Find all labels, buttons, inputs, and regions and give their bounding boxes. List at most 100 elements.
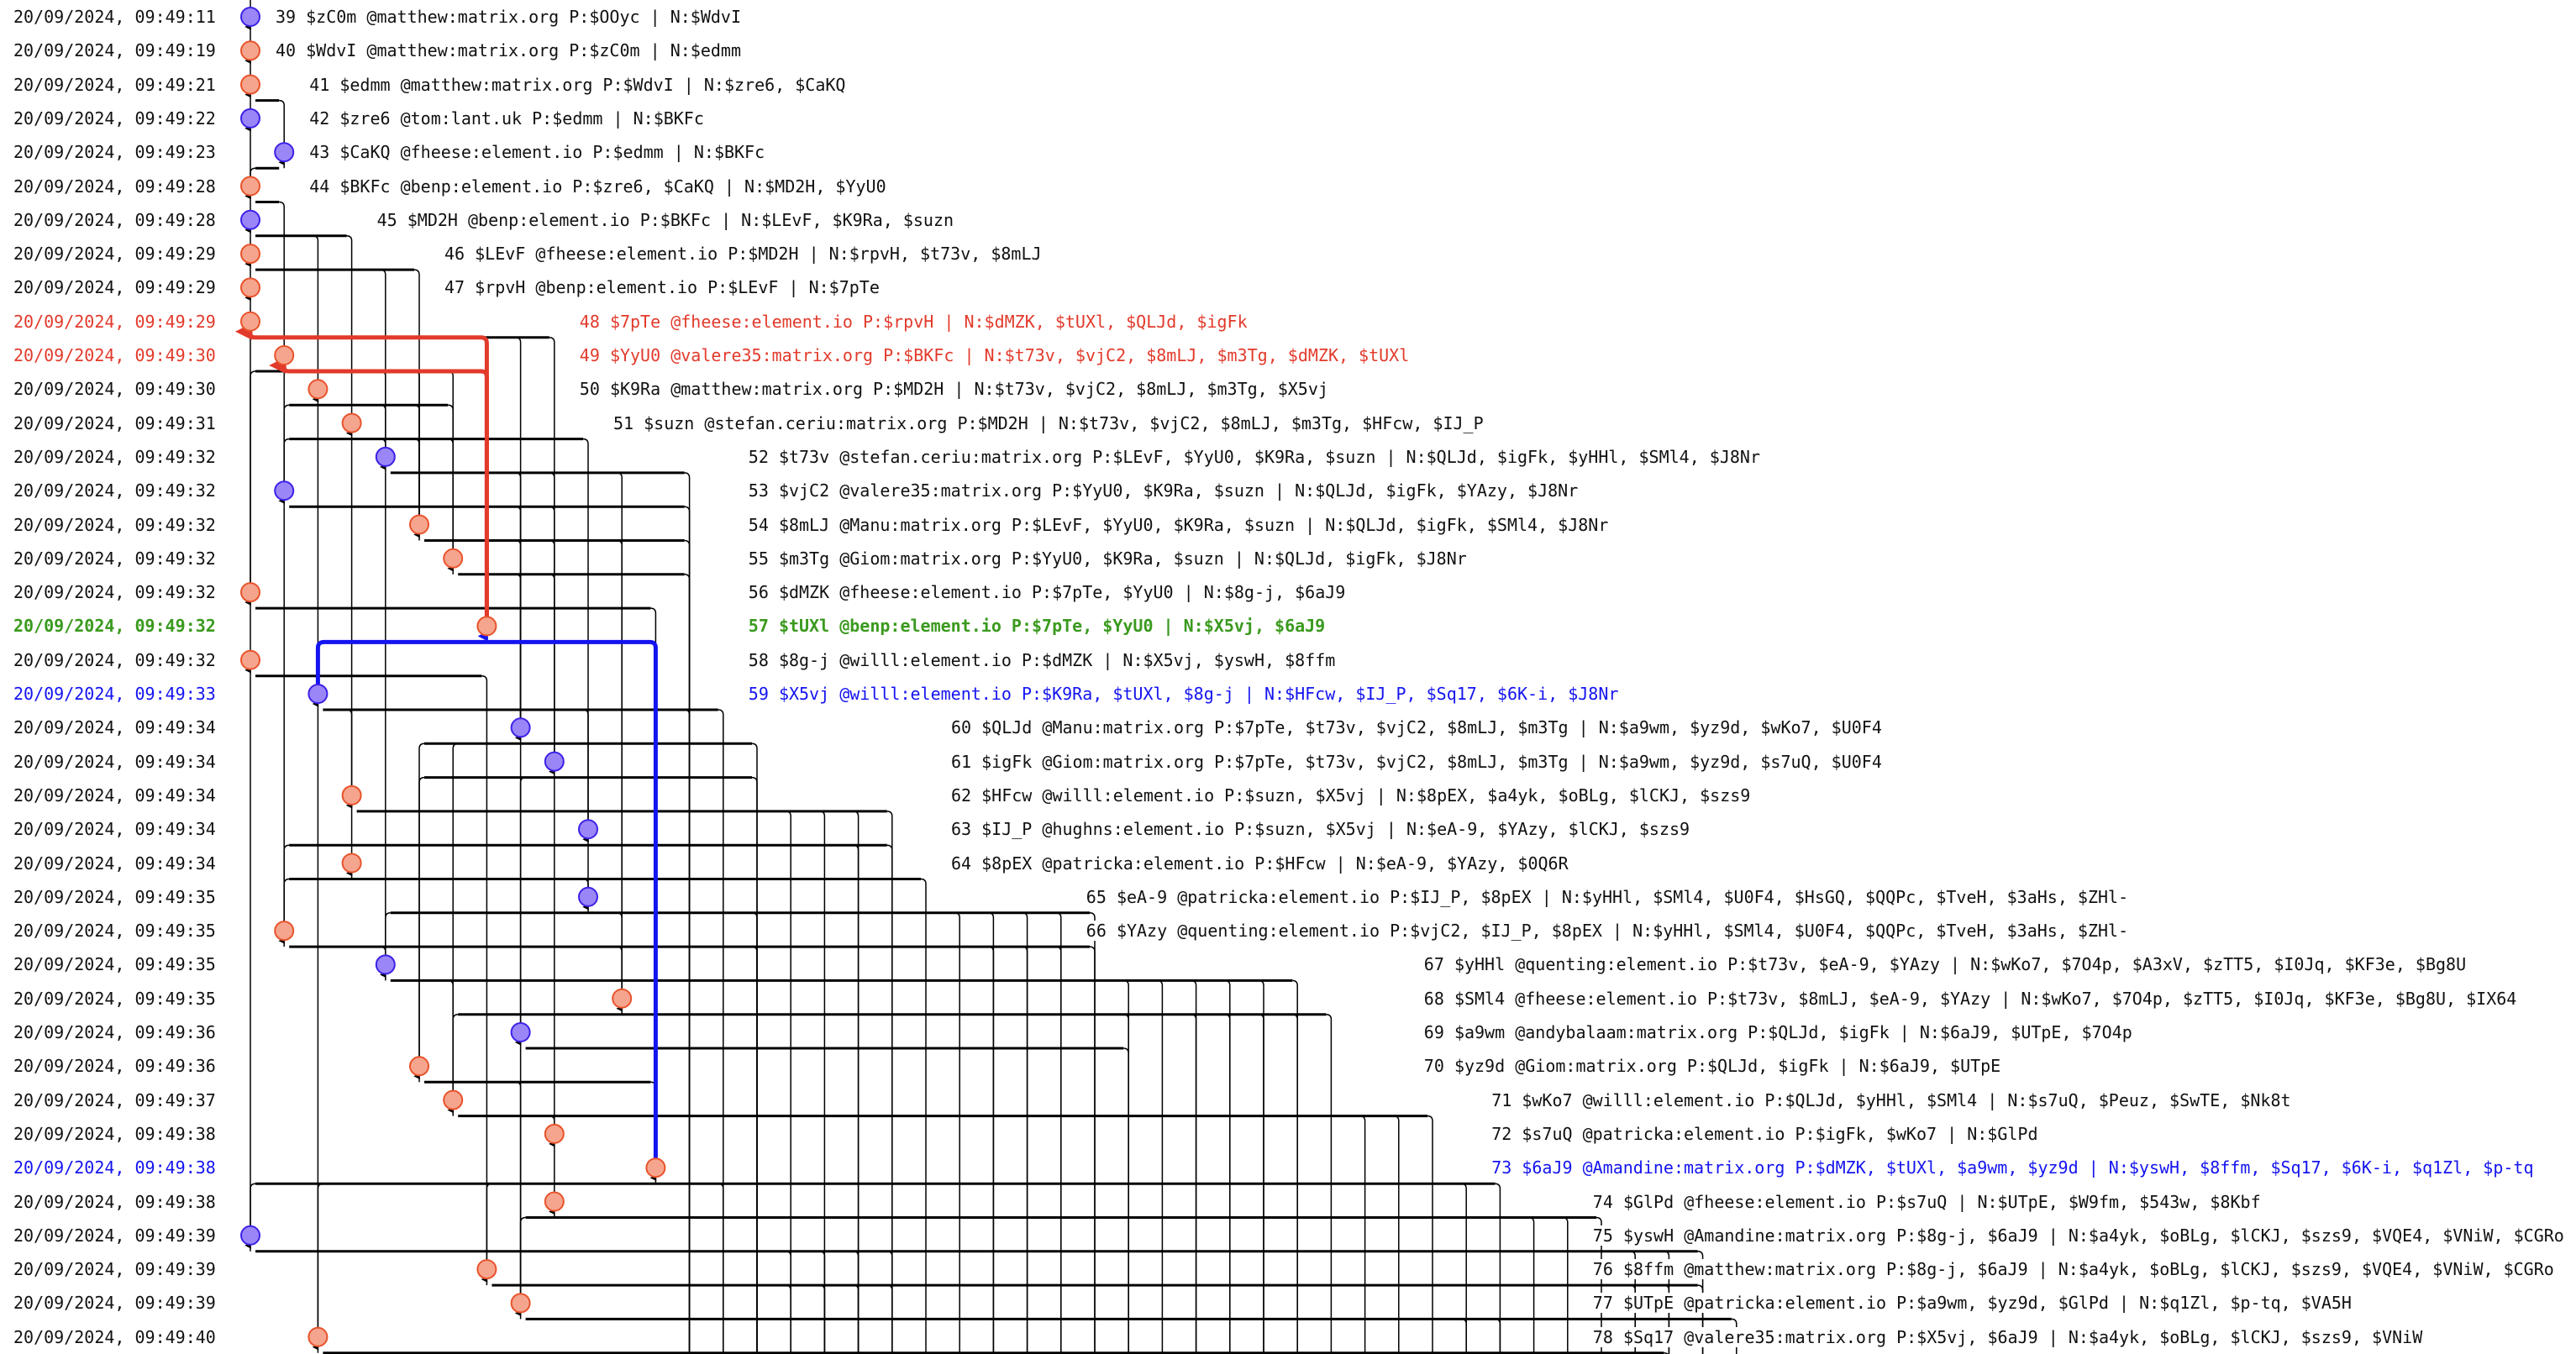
event-row[interactable]: 74 $GlPd @fheese:element.io P:$s7uQ | N:…: [1592, 1191, 2264, 1212]
space: [1552, 887, 1562, 907]
event-number: 49: [579, 345, 600, 365]
event-row[interactable]: 65 $eA-9 @patricka:element.io P:$IJ_P, $…: [1086, 886, 2132, 907]
event-node-orange: [240, 582, 260, 603]
event-row[interactable]: 47 $rpvH @benp:element.io P:$LEvF | N:$7…: [444, 277, 883, 298]
edge-line: [684, 506, 691, 1354]
event-row[interactable]: 66 $YAzy @quenting:element.io P:$vjC2, $…: [1086, 921, 2132, 942]
edge-line: [819, 1351, 826, 1354]
event-timestamp: 20/09/2024, 09:49:23: [13, 142, 216, 163]
event-id: $t73v: [778, 446, 830, 467]
event-row[interactable]: 49 $YyU0 @valere35:matrix.org P:$BKFc | …: [579, 345, 1413, 365]
edge-line: [1664, 1251, 1670, 1354]
separator: |: [2048, 1225, 2058, 1246]
event-timestamp: 20/09/2024, 09:49:29: [13, 244, 216, 265]
next-prefix: N:: [1058, 412, 1079, 433]
event-row[interactable]: 56 $dMZK @fheese:element.io P:$7pTe, $Yy…: [748, 582, 1349, 603]
event-row[interactable]: 67 $yHHl @quenting:element.io P:$t73v, $…: [1423, 954, 2470, 975]
event-timestamp: 20/09/2024, 09:49:21: [13, 74, 216, 95]
space: [559, 40, 569, 60]
event-row[interactable]: 40 $WdvI @matthew:matrix.org P:$zC0m | N…: [276, 40, 744, 61]
event-row[interactable]: 51 $suzn @stefan.ceriu:matrix.org P:$MD2…: [613, 412, 1487, 433]
event-row[interactable]: 76 $8ffm @matthew:matrix.org P:$8g-j, $6…: [1592, 1259, 2558, 1280]
event-row[interactable]: 46 $LEvF @fheese:element.io P:$MD2H | N:…: [444, 244, 1045, 265]
event-row[interactable]: 53 $vjC2 @valere35:matrix.org P:$YyU0, $…: [748, 480, 1582, 501]
event-row[interactable]: 70 $yz9d @Giom:matrix.org P:$QLJd, $igFk…: [1423, 1056, 2005, 1077]
space: [1573, 1090, 1583, 1110]
event-row[interactable]: 64 $8pEX @patricka:element.io P:$HFcw | …: [951, 853, 1572, 874]
space: [1112, 650, 1122, 670]
event-row[interactable]: 42 $zre6 @tom:lant.uk P:$edmm | N:$BKFc: [309, 108, 707, 129]
next-prefix: N:: [1967, 1123, 1988, 1144]
event-row[interactable]: 72 $s7uQ @patricka:element.io P:$igFk, $…: [1491, 1123, 2042, 1144]
event-row[interactable]: 78 $Sq17 @valere35:matrix.org P:$X5vj, $…: [1592, 1326, 2426, 1347]
nodes-layer: [240, 7, 666, 1347]
event-row[interactable]: 62 $HFcw @willl:element.io P:$suzn, $X5v…: [951, 785, 1754, 806]
event-number: 67: [1423, 954, 1444, 975]
event-sender: @Manu:matrix.org: [839, 514, 1001, 535]
event-row[interactable]: 50 $K9Ra @matthew:matrix.org P:$MD2H | N…: [579, 379, 1332, 400]
event-node-orange: [240, 311, 260, 332]
event-row[interactable]: 60 $QLJd @Manu:matrix.org P:$7pTe, $t73v…: [951, 717, 1885, 738]
event-number: 54: [748, 514, 769, 535]
event-parents: $QLJd, $igFk: [1707, 1056, 1829, 1077]
event-row[interactable]: 75 $yswH @Amandine:matrix.org P:$8g-j, $…: [1592, 1225, 2568, 1246]
event-parents: $suzn, $X5vj: [1254, 819, 1376, 840]
edge-line: [448, 404, 454, 549]
event-row[interactable]: 71 $wKo7 @willl:element.io P:$QLJd, $yHH…: [1491, 1089, 2295, 1110]
edge-line: [718, 709, 724, 1354]
event-timestamp: 20/09/2024, 09:49:31: [13, 412, 216, 433]
event-timestamp: 20/09/2024, 09:49:37: [13, 1089, 216, 1110]
space: [600, 379, 610, 399]
event-timestamp: 20/09/2024, 09:49:34: [13, 785, 216, 806]
event-number: 64: [951, 853, 972, 874]
space: [2038, 1225, 2048, 1246]
event-row[interactable]: 39 $zC0m @matthew:matrix.org P:$OOyc | N…: [276, 7, 744, 27]
parents-prefix: P:: [1390, 886, 1411, 907]
edge-line: [448, 370, 454, 549]
event-sender: @patricka:element.io: [1177, 886, 1380, 907]
space: [1375, 447, 1385, 467]
event-row[interactable]: 55 $m3Tg @Giom:matrix.org P:$YyU0, $K9Ra…: [748, 548, 1470, 569]
event-row[interactable]: 59 $X5vj @willl:element.io P:$K9Ra, $tUX…: [748, 684, 1622, 704]
event-row[interactable]: 57 $tUXl @benp:element.io P:$7pTe, $YyU0…: [748, 616, 1329, 637]
event-number: 41: [309, 74, 330, 95]
event-node-orange: [476, 1259, 497, 1280]
edge-line: [1697, 1284, 1704, 1354]
event-row[interactable]: 43 $CaKQ @fheese:element.io P:$edmm | N:…: [309, 142, 769, 163]
event-row[interactable]: 44 $BKFc @benp:element.io P:$zre6, $CaKQ…: [309, 176, 890, 197]
next-prefix: N:: [1295, 480, 1316, 501]
event-row[interactable]: 41 $edmm @matthew:matrix.org P:$WdvI | N…: [309, 74, 849, 95]
event-number: 51: [613, 412, 634, 433]
event-sender: @Giom:matrix.org: [1042, 751, 1205, 772]
event-parents: $QLJd, $igFk: [1768, 1022, 1890, 1042]
edge-line: [751, 743, 758, 1354]
event-row[interactable]: 73 $6aJ9 @Amandine:matrix.org P:$dMZK, $…: [1491, 1157, 2537, 1178]
edge-line: [751, 776, 758, 1354]
event-parents: $IJ_P, $8pEX: [1410, 886, 1532, 907]
event-row[interactable]: 61 $igFk @Giom:matrix.org P:$7pTe, $t73v…: [951, 751, 1885, 772]
parents-prefix: P:: [1011, 616, 1032, 637]
event-parents: $MD2H: [977, 412, 1028, 433]
event-row[interactable]: 48 $7pTe @fheese:element.io P:$rpvH | N:…: [579, 311, 1251, 332]
event-row[interactable]: 63 $IJ_P @hughns:element.io P:$suzn, $X5…: [951, 819, 1694, 840]
event-row[interactable]: 58 $8g-j @willl:element.io P:$dMZK | N:$…: [748, 649, 1339, 670]
space: [1886, 1293, 1896, 1313]
event-row[interactable]: 69 $a9wm @andybalaam:matrix.org P:$QLJd,…: [1423, 1022, 2136, 1042]
edge-line: [481, 674, 488, 1261]
event-row[interactable]: 54 $8mLJ @Manu:matrix.org P:$LEvF, $YyU0…: [748, 514, 1612, 535]
event-id: $8mLJ: [778, 514, 830, 535]
separator: |: [808, 244, 819, 265]
edge-line: [650, 607, 657, 1159]
separator: |: [1578, 717, 1589, 738]
event-row[interactable]: 45 $MD2H @benp:element.io P:$BKFc | N:$L…: [376, 209, 958, 230]
event-number: 58: [748, 649, 769, 670]
space: [1876, 1259, 1886, 1279]
edge-line: [1123, 979, 1129, 1354]
event-row[interactable]: 68 $SMl4 @fheese:element.io P:$t73v, $8m…: [1423, 988, 2521, 1009]
parents-prefix: P:: [639, 209, 660, 230]
next-prefix: N:: [1254, 548, 1275, 569]
event-row[interactable]: 52 $t73v @stefan.ceriu:matrix.org P:$LEv…: [748, 446, 1764, 467]
next-prefix: N:: [1970, 954, 1991, 975]
event-sender: @matthew:matrix.org: [1684, 1259, 1876, 1280]
event-row[interactable]: 77 $UTpE @patricka:element.io P:$a9wm, $…: [1592, 1293, 2355, 1314]
